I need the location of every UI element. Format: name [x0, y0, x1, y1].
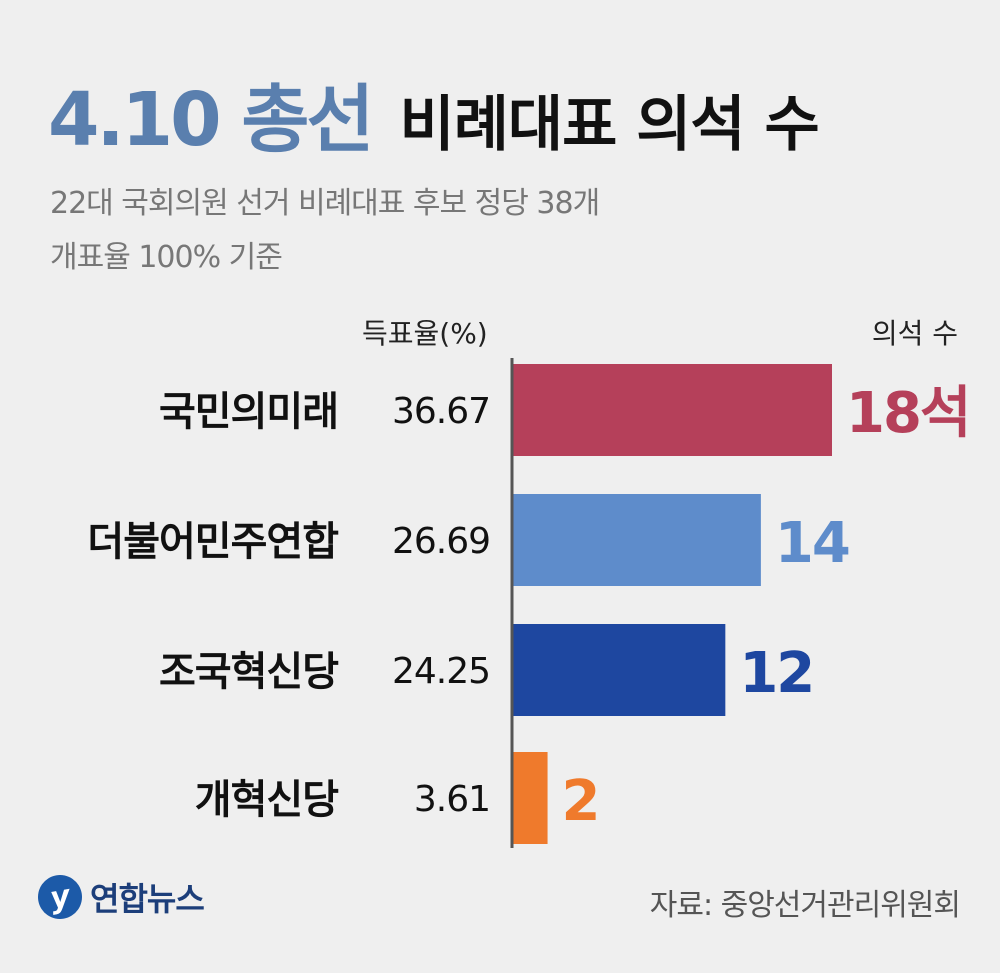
- seat-label-3: 2: [562, 769, 599, 834]
- party-label-0: 국민의미래: [159, 389, 338, 435]
- subtitle-line-2: 개표율 100% 기준: [50, 240, 283, 275]
- logo-text: 연합뉴스: [90, 880, 205, 918]
- party-label-1: 더불어민주연합: [87, 519, 339, 565]
- party-label-3: 개혁신당: [195, 777, 339, 823]
- subtitle-line-1: 22대 국회의원 선거 비례대표 후보 정당 38개: [50, 186, 600, 221]
- seat-count-header: 의석 수: [871, 317, 958, 350]
- bar-2: [512, 624, 726, 716]
- vote-rate-2: 24.25: [392, 651, 490, 692]
- bar-1: [512, 494, 761, 586]
- title-accent: 4.10 총선: [48, 77, 375, 163]
- yonhap-logo: y 연합뉴스: [34, 871, 205, 923]
- bar-0: [512, 364, 832, 456]
- vote-rate-0: 36.67: [392, 391, 490, 432]
- seat-label-0: 18석: [846, 381, 969, 446]
- yonhap-logo-icon: y: [34, 871, 86, 923]
- seat-label-1: 14: [775, 511, 849, 576]
- party-label-2: 조국혁신당: [159, 649, 339, 695]
- vote-rate-1: 26.69: [392, 521, 490, 562]
- vote-rate-3: 3.61: [414, 779, 490, 820]
- bar-3: [512, 752, 548, 844]
- chart-title: 4.10 총선 비례대표 의석 수: [48, 60, 820, 167]
- vote-rate-header: 득표율(%): [362, 317, 488, 350]
- seat-label-2: 12: [739, 641, 813, 706]
- source-credit: 자료: 중앙선거관리위원회: [649, 888, 961, 923]
- title-main: 비례대표 의석 수: [399, 90, 820, 160]
